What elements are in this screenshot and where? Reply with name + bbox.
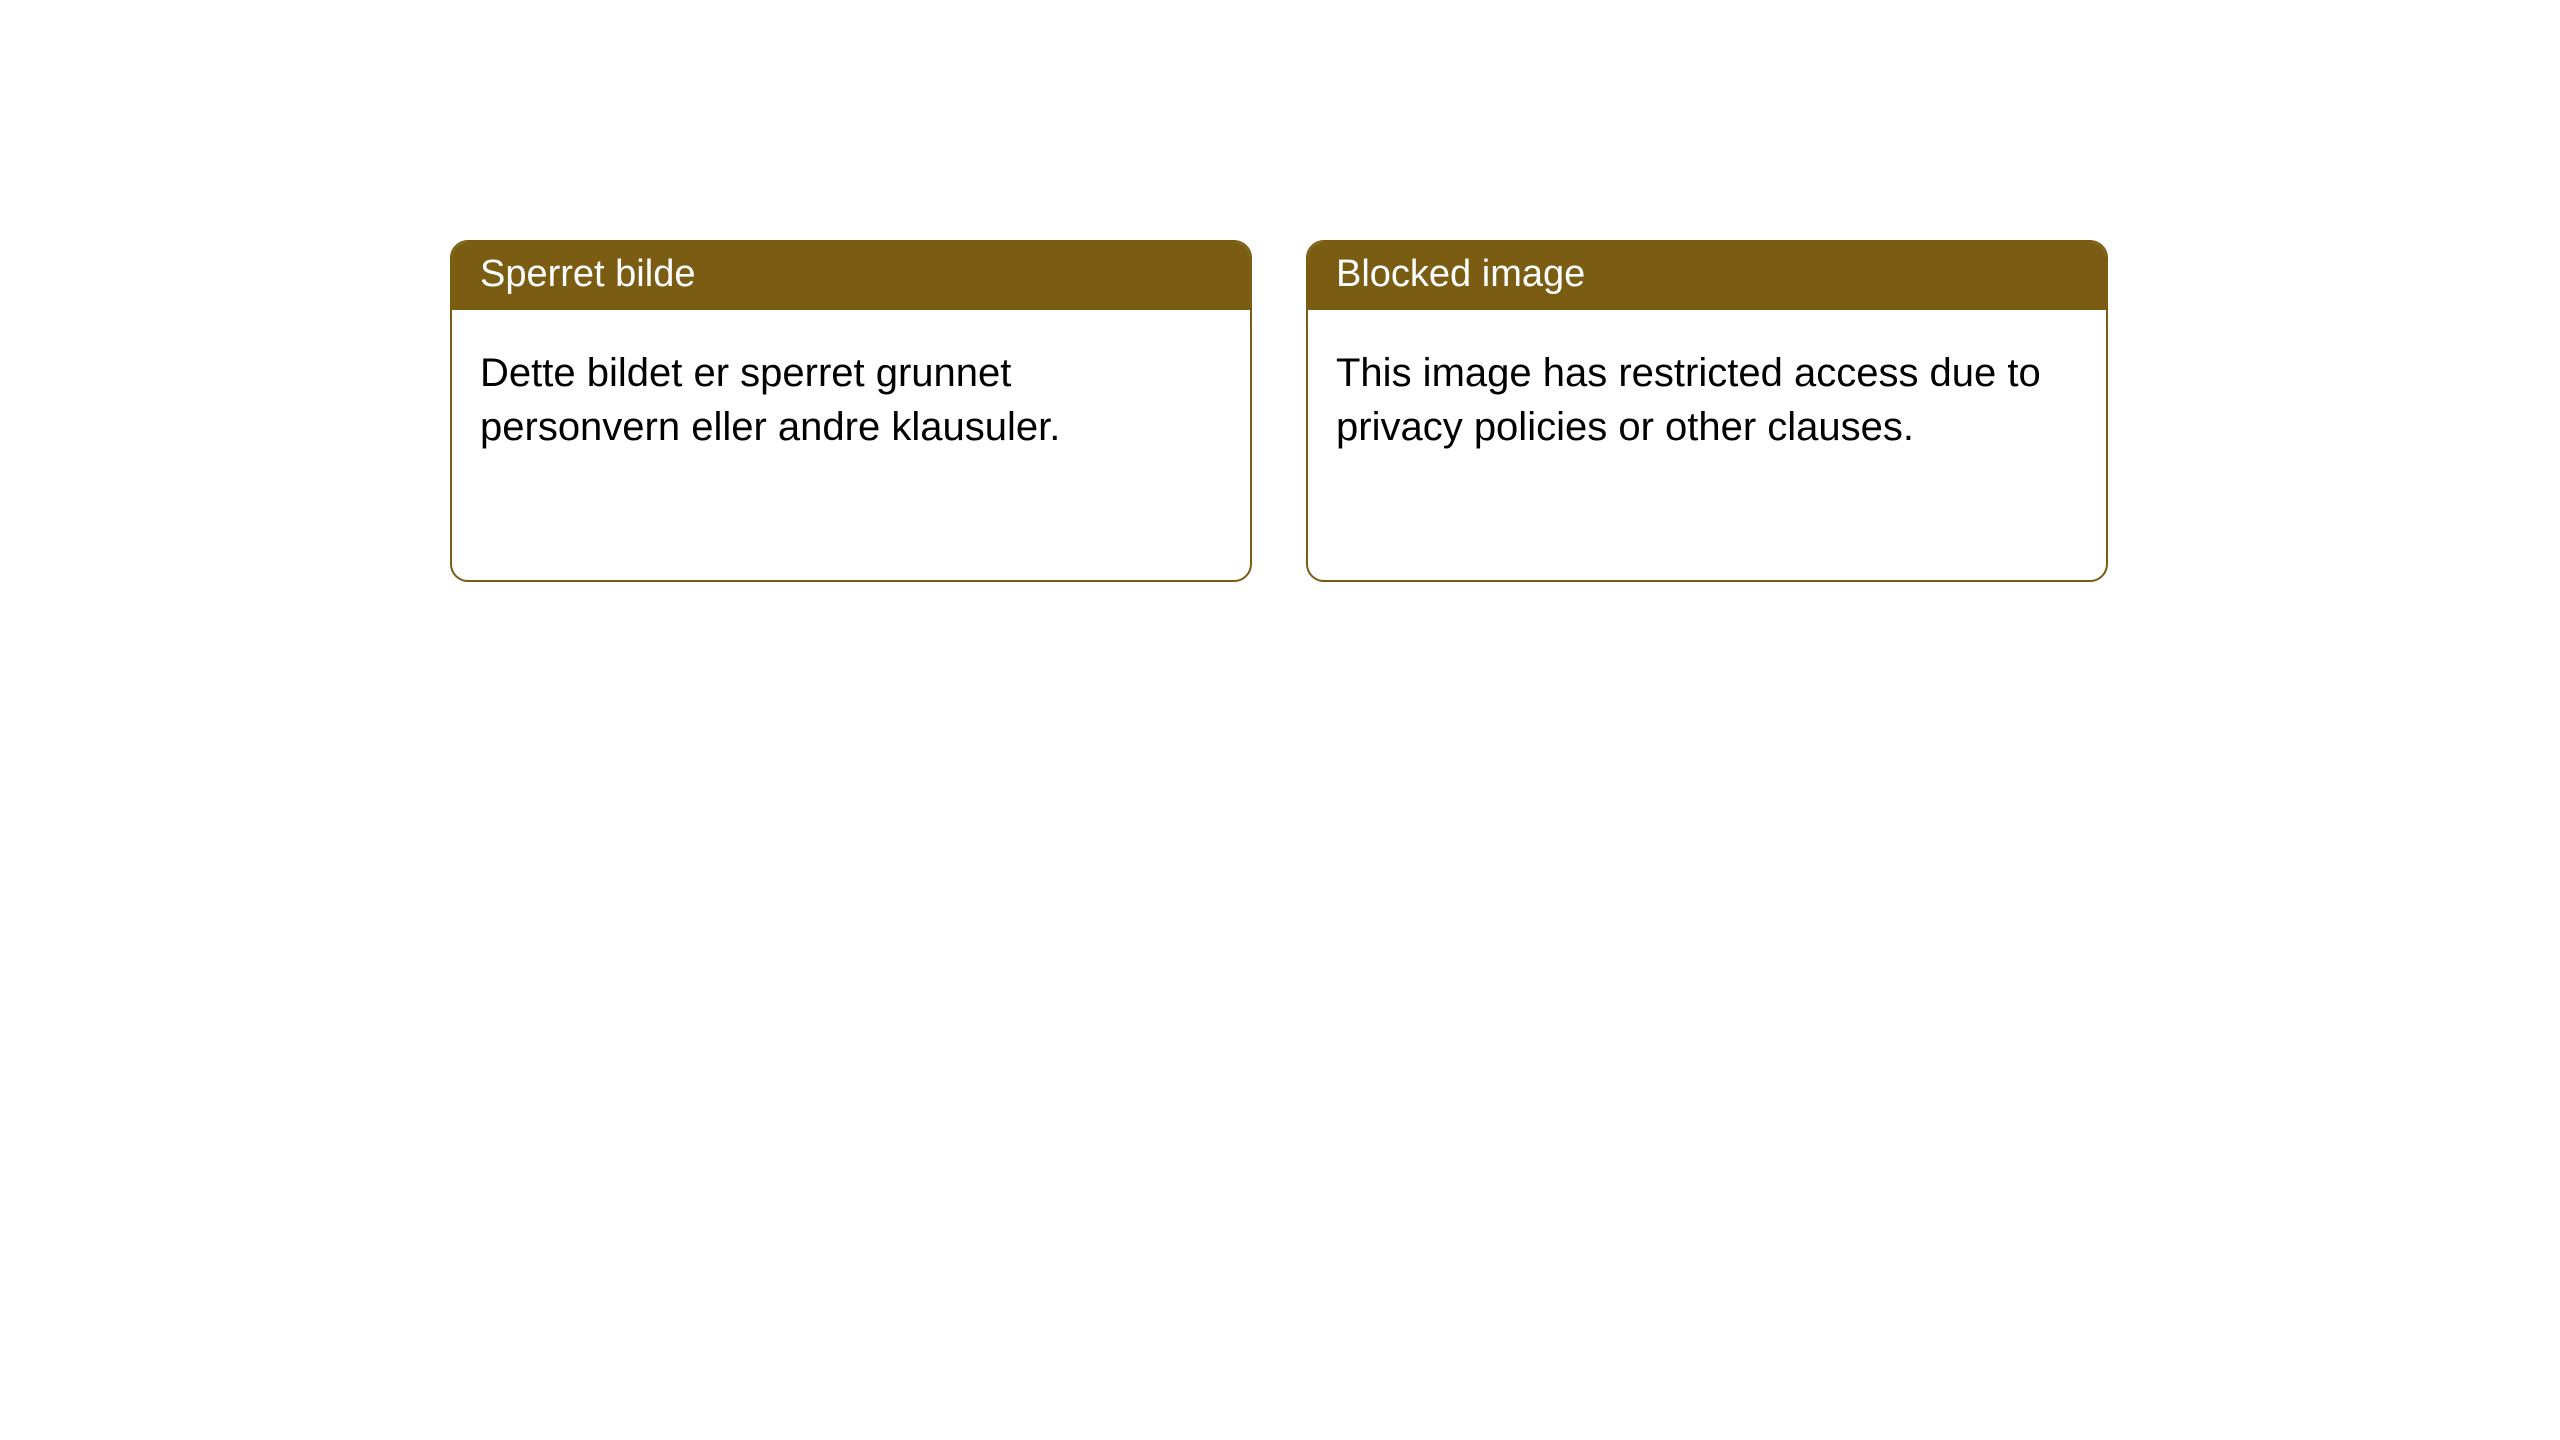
card-title: Blocked image <box>1336 253 1585 295</box>
card-header: Blocked image <box>1308 242 2106 310</box>
card-body: Dette bildet er sperret grunnet personve… <box>452 310 1250 580</box>
card-text: This image has restricted access due to … <box>1336 346 2078 454</box>
notice-card-english: Blocked image This image has restricted … <box>1306 240 2108 582</box>
card-text: Dette bildet er sperret grunnet personve… <box>480 346 1222 454</box>
card-header: Sperret bilde <box>452 242 1250 310</box>
card-title: Sperret bilde <box>480 253 695 295</box>
card-body: This image has restricted access due to … <box>1308 310 2106 580</box>
notice-container: Sperret bilde Dette bildet er sperret gr… <box>0 0 2560 582</box>
notice-card-norwegian: Sperret bilde Dette bildet er sperret gr… <box>450 240 1252 582</box>
